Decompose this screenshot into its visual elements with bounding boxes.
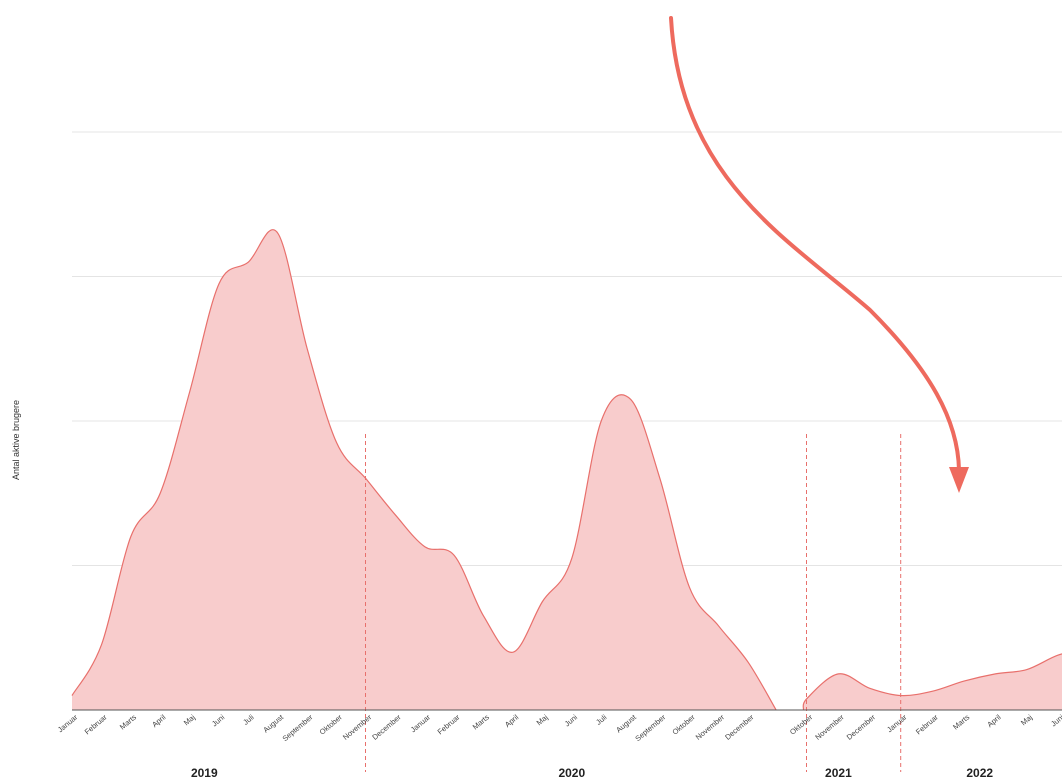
x-tick-label: Februar — [83, 712, 109, 736]
x-tick-label: Juni — [563, 712, 580, 728]
x-tick-label: Oktober — [788, 712, 815, 736]
x-tick-label: December — [845, 712, 878, 741]
year-label: 2020 — [558, 766, 585, 780]
x-tick-label: December — [370, 712, 403, 741]
area-fill-1 — [72, 229, 777, 710]
area-fill-2 — [803, 653, 1062, 710]
trend-arrow — [669, 16, 969, 493]
x-tick-label: Juli — [241, 712, 256, 726]
x-tick-label: November — [813, 712, 846, 741]
x-tick-label: November — [694, 712, 727, 741]
x-tick-label: Februar — [436, 712, 462, 736]
x-tick-label: Juni — [210, 712, 227, 728]
x-tick-label: September — [633, 712, 667, 743]
x-tick-label: Januar — [885, 712, 909, 734]
trend-arrow-curve — [669, 16, 961, 472]
x-tick-label: November — [341, 712, 374, 741]
area-line-1 — [71, 229, 777, 711]
x-tick-label: April — [985, 712, 1003, 729]
x-tick-label: Juni — [1049, 712, 1062, 728]
x-tick-label: Februar — [914, 712, 940, 736]
period-dividers — [365, 434, 902, 772]
x-tick-label: April — [150, 712, 168, 729]
x-tick-label: Juli — [594, 712, 609, 726]
x-tick-label: September — [281, 712, 315, 743]
x-tick-label: December — [723, 712, 756, 741]
x-tick-label: April — [503, 712, 521, 729]
x-tick-label: Maj — [535, 712, 550, 727]
x-tick-label: Oktober — [670, 712, 697, 736]
x-tick-label: Maj — [182, 712, 197, 727]
area-line-2 — [802, 653, 1062, 711]
x-tick-label: August — [614, 712, 638, 734]
x-tick-label: Marts — [471, 712, 491, 731]
x-tick-labels: Januar Februar Marts April Maj Juni Juli August… — [56, 712, 1062, 743]
year-label: 2021 — [825, 766, 852, 780]
year-labels: 2019 2020 2021 2022 — [191, 766, 993, 780]
x-tick-label: Marts — [118, 712, 138, 731]
x-tick-label: Januar — [409, 712, 433, 734]
x-tick-label: August — [261, 712, 285, 734]
trend-arrow-head — [949, 467, 969, 493]
x-tick-label: Januar — [56, 712, 80, 734]
x-tick-label: Marts — [951, 712, 971, 731]
year-label: 2022 — [966, 766, 993, 780]
x-tick-label: Maj — [1019, 712, 1034, 727]
x-tick-label: Oktober — [318, 712, 345, 736]
area-series — [71, 229, 1062, 711]
y-axis-label: Antal aktive brugere — [11, 400, 21, 480]
year-label: 2019 — [191, 766, 218, 780]
